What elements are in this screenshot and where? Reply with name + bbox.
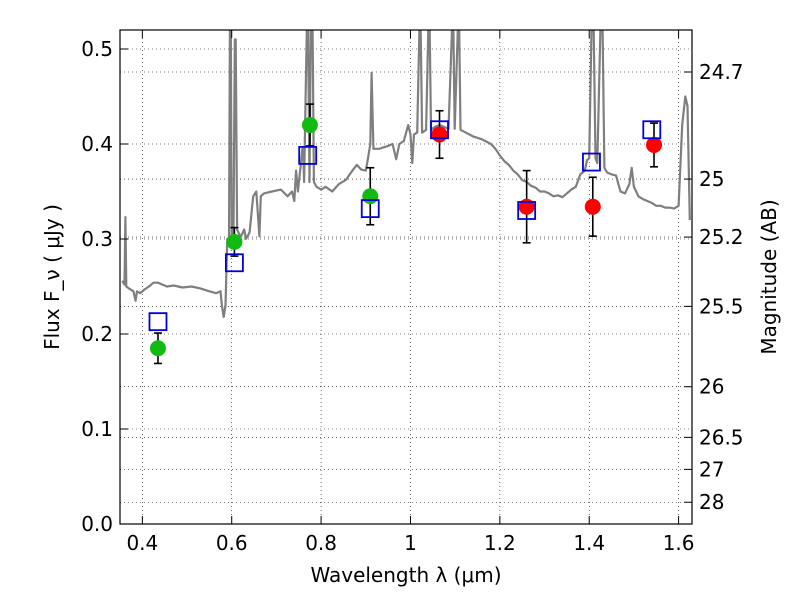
right-axis-label: Magnitude (AB) <box>757 199 781 354</box>
plot-frame <box>119 29 693 525</box>
right-tick-label: 25.5 <box>699 294 744 318</box>
red-data-point <box>584 198 601 215</box>
right-tick-label: 26 <box>699 375 724 399</box>
x-tick-label: 1.6 <box>663 531 695 555</box>
model-square <box>224 253 244 273</box>
y-tick-label: 0.4 <box>81 132 113 156</box>
model-square <box>642 120 662 140</box>
x-tick-label: 1.4 <box>573 531 605 555</box>
model-square <box>517 201 537 220</box>
red-data-point <box>431 126 448 143</box>
y-axis-label: Flux F_ν ( μJy ) <box>40 204 64 350</box>
green-data-point <box>226 233 243 250</box>
model-square <box>430 120 449 140</box>
model-square <box>582 152 601 172</box>
model-square <box>360 199 380 219</box>
y-tick-label: 0.5 <box>81 37 113 61</box>
grid <box>120 30 692 525</box>
x-tick-label: 0.6 <box>216 531 248 555</box>
model-spectrum-line <box>121 30 691 318</box>
x-axis-label: Wavelength λ (μm) <box>310 563 501 587</box>
y-tick-label: 0.2 <box>81 322 113 346</box>
model-square <box>298 145 318 165</box>
x-tick-label: 1 <box>404 531 417 555</box>
y-tick-label: 0.0 <box>81 512 113 536</box>
red-data-point <box>646 136 663 153</box>
right-tick-label: 26.5 <box>699 425 744 449</box>
green-data-point <box>301 117 318 133</box>
green-data-point <box>362 188 379 205</box>
data-points-layer <box>148 103 663 365</box>
right-tick-label: 24.7 <box>699 60 744 84</box>
model-square <box>148 312 168 332</box>
red-data-point <box>518 198 535 215</box>
right-tick-label: 25 <box>699 167 724 191</box>
x-tick-label: 0.8 <box>305 531 337 555</box>
green-data-point <box>149 340 166 357</box>
y-tick-label: 0.3 <box>81 227 113 251</box>
right-tick-label: 27 <box>699 457 724 481</box>
x-tick-label: 1.2 <box>484 531 516 555</box>
right-tick-label: 25.2 <box>699 225 744 249</box>
y-tick-label: 0.1 <box>81 417 113 441</box>
right-tick-label: 28 <box>699 490 724 514</box>
model-spectrum-layer <box>121 30 691 318</box>
x-tick-label: 0.4 <box>126 531 158 555</box>
ticks: 0.4 0.6 0.8 1 1.2 1.4 1.6 0.0 0.1 0.2 0.3 0.4 0.5 24.… <box>81 30 744 555</box>
